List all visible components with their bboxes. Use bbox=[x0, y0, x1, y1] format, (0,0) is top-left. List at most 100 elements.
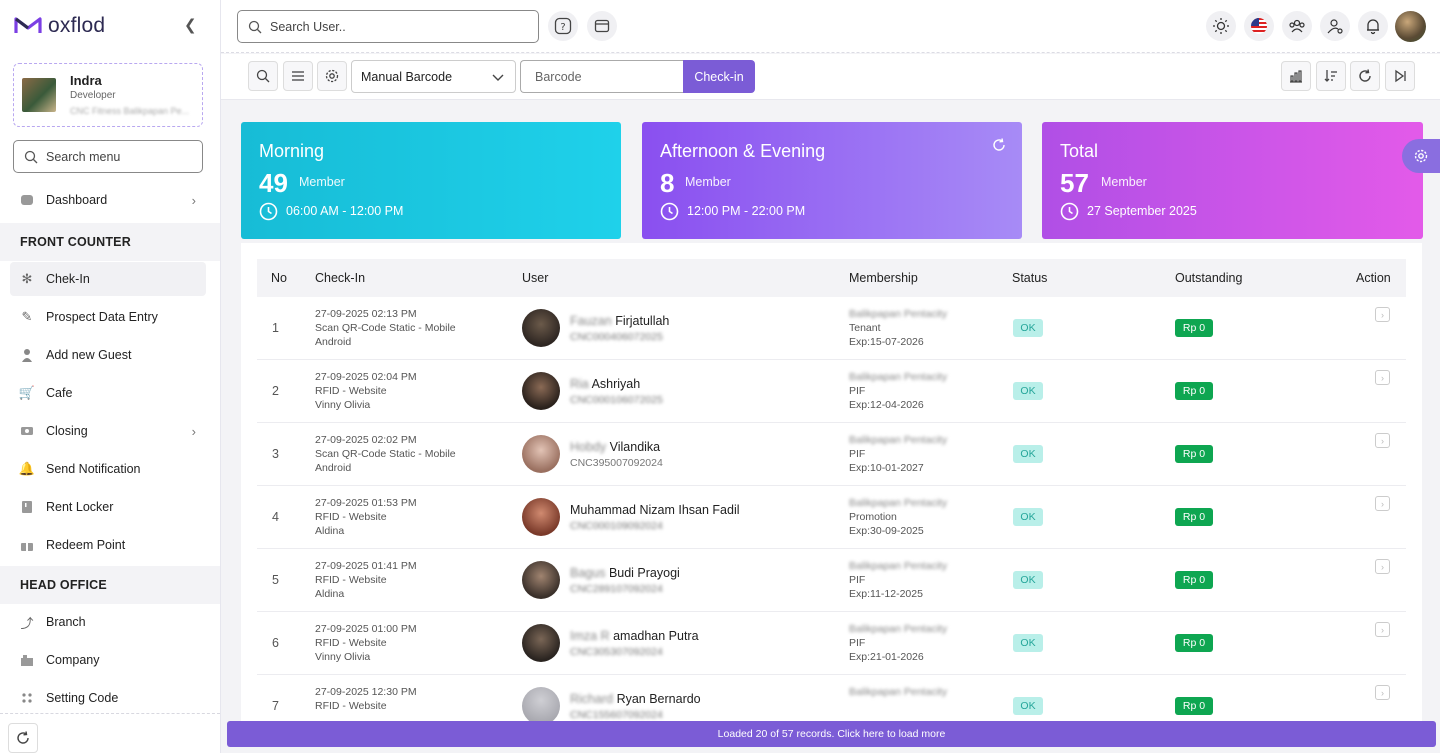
membership-club: Balikpapan Pentacity bbox=[849, 308, 948, 320]
row-action-button[interactable]: › bbox=[1375, 496, 1390, 511]
menu-search-placeholder: Search menu bbox=[46, 149, 121, 164]
help-button[interactable]: ? bbox=[548, 11, 578, 41]
sidebar-item-check-in[interactable]: ✻ Chek-In bbox=[10, 262, 206, 296]
chevron-right-icon: › bbox=[191, 192, 196, 208]
barcode-input[interactable]: Barcode bbox=[520, 60, 684, 93]
members-button[interactable] bbox=[1282, 11, 1312, 41]
locker-icon bbox=[19, 499, 35, 515]
row-action-button[interactable]: › bbox=[1375, 622, 1390, 637]
member-last-name: Ashriyah bbox=[591, 377, 641, 391]
row-action-button[interactable]: › bbox=[1375, 559, 1390, 574]
menu-search-input[interactable]: Search menu bbox=[13, 140, 203, 173]
gift-icon bbox=[19, 537, 35, 553]
chevron-right-icon: › bbox=[1381, 561, 1384, 572]
sort-button[interactable] bbox=[1316, 61, 1346, 91]
summary-card-afternoon-evening: Afternoon & Evening 8 Member 12:00 PM - … bbox=[642, 122, 1022, 239]
sidebar-item-send-notification[interactable]: 🔔 Send Notification bbox=[10, 452, 206, 486]
check-in-button[interactable]: Check-in bbox=[683, 60, 755, 93]
profile-card[interactable]: Indra Developer CNC Fitness Balikpapan P… bbox=[13, 63, 203, 127]
member-first-name: Richard bbox=[570, 692, 614, 706]
member-code: CNC305307092024 bbox=[570, 646, 663, 658]
status-badge: OK bbox=[1013, 697, 1043, 715]
col-action: Action bbox=[1356, 271, 1391, 285]
sidebar-item-company[interactable]: Company bbox=[10, 643, 206, 677]
sidebar-item-label: Setting Code bbox=[46, 691, 119, 705]
table-row[interactable]: 2 27-09-2025 02:04 PM RFID - Website Vinny … bbox=[257, 360, 1406, 423]
outstanding-badge: Rp 0 bbox=[1175, 382, 1213, 400]
membership-type: PIF bbox=[849, 385, 866, 397]
membership-type: PIF bbox=[849, 448, 866, 460]
sort-icon bbox=[1324, 70, 1337, 82]
table-row[interactable]: 4 27-09-2025 01:53 PM RFID - Website Aldina… bbox=[257, 486, 1406, 549]
sidebar-item-label: Redeem Point bbox=[46, 538, 126, 552]
notifications-button[interactable] bbox=[1358, 11, 1388, 41]
statistics-button[interactable] bbox=[1281, 61, 1311, 91]
check-in-info: 27-09-2025 01:53 PM RFID - Website Aldina bbox=[315, 496, 417, 538]
col-check-in: Check-In bbox=[315, 271, 366, 285]
member-avatar bbox=[522, 372, 560, 410]
sidebar-item-add-new-guest[interactable]: Add new Guest bbox=[10, 338, 206, 372]
search-button[interactable] bbox=[248, 61, 278, 91]
sidebar-item-redeem-point[interactable]: Redeem Point bbox=[10, 528, 206, 562]
row-action-button[interactable]: › bbox=[1375, 307, 1390, 322]
language-button[interactable] bbox=[1244, 11, 1274, 41]
table-row[interactable]: 1 27-09-2025 02:13 PM Scan QR-Code Static … bbox=[257, 297, 1406, 360]
member-code: CNC000109092024 bbox=[570, 520, 663, 532]
row-number: 6 bbox=[272, 636, 279, 650]
table-row[interactable]: 3 27-09-2025 02:02 PM Scan QR-Code Static … bbox=[257, 423, 1406, 486]
sidebar-item-dashboard[interactable]: Dashboard › bbox=[10, 183, 206, 217]
check-in-info: 27-09-2025 02:13 PM Scan QR-Code Static -… bbox=[315, 307, 456, 349]
row-action-button[interactable]: › bbox=[1375, 370, 1390, 385]
table-row[interactable]: 7 27-09-2025 12:30 PM RFID - Website Richar… bbox=[257, 675, 1406, 721]
user-avatar[interactable] bbox=[1395, 11, 1426, 42]
sidebar-item-cafe[interactable]: 🛒 Cafe bbox=[10, 376, 206, 410]
sidebar-item-branch[interactable]: ⤴ Branch bbox=[10, 605, 206, 639]
table-row[interactable]: 5 27-09-2025 01:41 PM RFID - Website Aldina… bbox=[257, 549, 1406, 612]
theme-toggle-button[interactable] bbox=[1206, 11, 1236, 41]
us-flag-icon bbox=[1251, 18, 1267, 34]
table-row[interactable]: 6 27-09-2025 01:00 PM RFID - Website Vinny … bbox=[257, 612, 1406, 675]
row-action-button[interactable]: › bbox=[1375, 685, 1390, 700]
sidebar-item-closing[interactable]: Closing › bbox=[10, 414, 206, 448]
outstanding-badge: Rp 0 bbox=[1175, 508, 1213, 526]
check-in-info: 27-09-2025 02:02 PM Scan QR-Code Static -… bbox=[315, 433, 456, 475]
scan-mode-value: Manual Barcode bbox=[361, 69, 453, 84]
sidebar-item-prospect-data-entry[interactable]: ✎ Prospect Data Entry bbox=[10, 300, 206, 334]
refresh-button[interactable] bbox=[8, 723, 38, 753]
load-more-button[interactable]: Loaded 20 of 57 records. Click here to l… bbox=[227, 721, 1436, 747]
user-settings-button[interactable] bbox=[1320, 11, 1350, 41]
calendar-button[interactable] bbox=[587, 11, 617, 41]
refresh-icon bbox=[1359, 69, 1371, 82]
reload-button[interactable] bbox=[1350, 61, 1380, 91]
sidebar-item-rent-locker[interactable]: Rent Locker bbox=[10, 490, 206, 524]
section-front-counter: FRONT COUNTER bbox=[0, 223, 220, 261]
check-in-method: Scan QR-Code Static - Mobile bbox=[315, 448, 456, 460]
collapse-sidebar-icon[interactable]: ❮ bbox=[184, 17, 197, 34]
chevron-right-icon: › bbox=[191, 423, 196, 439]
calendar-icon bbox=[594, 19, 610, 33]
settings-button[interactable] bbox=[317, 61, 347, 91]
sidebar-item-label: Chek-In bbox=[46, 272, 90, 286]
sidebar-item-label: Branch bbox=[46, 615, 86, 629]
membership-club: Balikpapan Pentacity bbox=[849, 623, 948, 635]
row-action-button[interactable]: › bbox=[1375, 433, 1390, 448]
brand-logo[interactable]: oxflod bbox=[14, 12, 105, 40]
member-name: Fauzan Firjatullah bbox=[570, 314, 669, 328]
sidebar-item-setting-code[interactable]: Setting Code bbox=[10, 681, 206, 715]
row-number: 7 bbox=[272, 699, 279, 713]
refresh-icon[interactable] bbox=[992, 138, 1006, 152]
customizer-button[interactable] bbox=[1402, 139, 1440, 173]
user-search-input[interactable]: Search User.. bbox=[237, 10, 539, 43]
member-code: CNC155607092024 bbox=[570, 709, 663, 721]
member-first-name: Fauzan bbox=[570, 314, 612, 328]
member-avatar bbox=[522, 687, 560, 721]
member-avatar bbox=[522, 624, 560, 662]
member-code: CNC000106072025 bbox=[570, 394, 663, 406]
membership-club: Balikpapan Pentacity bbox=[849, 434, 948, 446]
gear-icon bbox=[1414, 149, 1428, 163]
sidebar: oxflod ❮ Indra Developer CNC Fitness Bal… bbox=[0, 0, 221, 753]
outstanding-badge: Rp 0 bbox=[1175, 634, 1213, 652]
menu-button[interactable] bbox=[283, 61, 313, 91]
skip-button[interactable] bbox=[1385, 61, 1415, 91]
scan-mode-select[interactable]: Manual Barcode bbox=[351, 60, 516, 93]
